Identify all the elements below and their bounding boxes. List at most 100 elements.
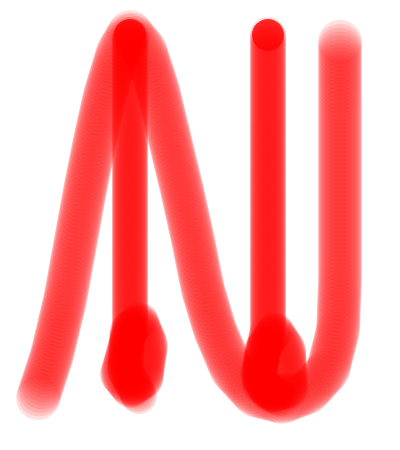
brush-stamp — [112, 290, 148, 327]
brush-stamp — [318, 47, 362, 91]
brush-stamp — [318, 190, 362, 234]
brush-stamp — [112, 272, 148, 309]
brush-stamp — [242, 362, 279, 399]
brush-stamp — [243, 334, 280, 371]
brush-stamp — [83, 73, 127, 117]
brush-stamp — [254, 376, 290, 413]
brush-stamp — [75, 106, 120, 151]
brush-stamp — [112, 119, 148, 156]
brush-stamp — [286, 370, 330, 414]
brush-stamp — [316, 292, 361, 337]
brush-stamp — [179, 260, 224, 305]
brush-stamp — [318, 86, 362, 130]
brush-stamp — [60, 183, 105, 228]
brush-stamp — [112, 45, 148, 82]
brush-stamp — [250, 78, 286, 114]
brush-stamp — [250, 104, 286, 141]
brush-stamp — [308, 337, 353, 382]
brush-stamp — [318, 134, 362, 178]
brush-stamp — [25, 347, 70, 392]
brush-stamp — [131, 333, 168, 370]
brush-stamp — [318, 43, 362, 88]
brush-stamp — [141, 91, 186, 136]
brush-stamp — [130, 337, 167, 374]
brush-stamp — [318, 54, 362, 99]
brush-stamp — [112, 173, 148, 210]
brush-stamp — [250, 60, 286, 97]
brush-stamp — [112, 309, 148, 346]
brush-stamp — [318, 122, 362, 166]
brush-stamp — [306, 344, 351, 389]
brush-stamp — [245, 331, 282, 368]
brush-stamp — [120, 366, 157, 403]
brush-stamp — [250, 251, 286, 288]
brush-stamp — [203, 333, 248, 378]
brush-stamp — [318, 254, 362, 298]
brush-stamp — [17, 372, 62, 417]
brush-stamp — [112, 214, 148, 251]
brush-stamp — [242, 356, 279, 393]
brush-stamp — [112, 112, 148, 149]
brush-stamp — [112, 199, 148, 236]
brush-stamp — [250, 93, 286, 130]
brush-stamp — [250, 134, 286, 171]
brush-stamp — [112, 175, 148, 212]
brush-stamp — [250, 110, 286, 147]
brush-stamp — [317, 265, 362, 310]
brush-stamp — [76, 103, 121, 147]
brush-stamp — [165, 191, 210, 236]
brush-stamp — [101, 358, 138, 395]
brush-stamp — [250, 121, 286, 158]
brush-stamp — [250, 283, 286, 320]
brush-stamp — [112, 275, 148, 311]
brush-stamp — [191, 304, 236, 349]
brush-stamp — [166, 198, 211, 243]
brush-stamp — [102, 348, 139, 385]
brush-stamp — [112, 127, 148, 164]
brush-stamp — [21, 358, 66, 403]
brush-stamp — [250, 272, 286, 309]
brush-stamp — [107, 339, 144, 376]
brush-stamp — [112, 125, 148, 162]
brush-stamp — [112, 212, 148, 249]
brush-stamp — [318, 94, 362, 138]
brush-stamp — [205, 337, 250, 382]
brush-stamp — [125, 309, 162, 346]
stroke-left-vertical — [100, 17, 168, 415]
brush-stamp — [118, 367, 155, 404]
brush-stamp — [246, 367, 283, 404]
brush-stamp — [250, 301, 286, 338]
brush-stamp — [101, 350, 138, 387]
brush-stamp — [112, 372, 148, 408]
brush-stamp — [119, 304, 155, 341]
brush-stamp — [250, 212, 286, 249]
brush-stamp — [250, 312, 286, 348]
brush-stamp — [118, 372, 154, 409]
brush-stamp — [245, 333, 282, 370]
brush-stamp — [250, 175, 286, 212]
brush-stamp — [250, 305, 286, 342]
brush-stamp — [108, 337, 145, 374]
brush-stamp — [248, 320, 285, 357]
brush-stamp — [250, 147, 286, 184]
brush-stamp — [112, 67, 148, 104]
brush-stamp — [117, 370, 153, 407]
brush-stamp — [56, 203, 101, 248]
brush-stamp — [250, 49, 286, 86]
brush-stamp — [250, 233, 286, 270]
brush-stamp — [266, 373, 302, 410]
brush-stamp — [107, 343, 144, 380]
brush-stamp — [318, 23, 362, 68]
brush-stamp — [243, 342, 280, 379]
brush-stamp — [79, 88, 124, 132]
brush-stamp — [112, 296, 148, 333]
brush-stamp — [250, 56, 286, 93]
brush-stamp — [112, 47, 148, 84]
brush-stamp — [127, 42, 172, 87]
brush-stamp — [241, 350, 278, 387]
brush-stamp — [270, 372, 306, 409]
brush-stamp — [316, 296, 361, 341]
brush-stamp — [250, 127, 286, 164]
brush-stamp — [252, 378, 297, 422]
